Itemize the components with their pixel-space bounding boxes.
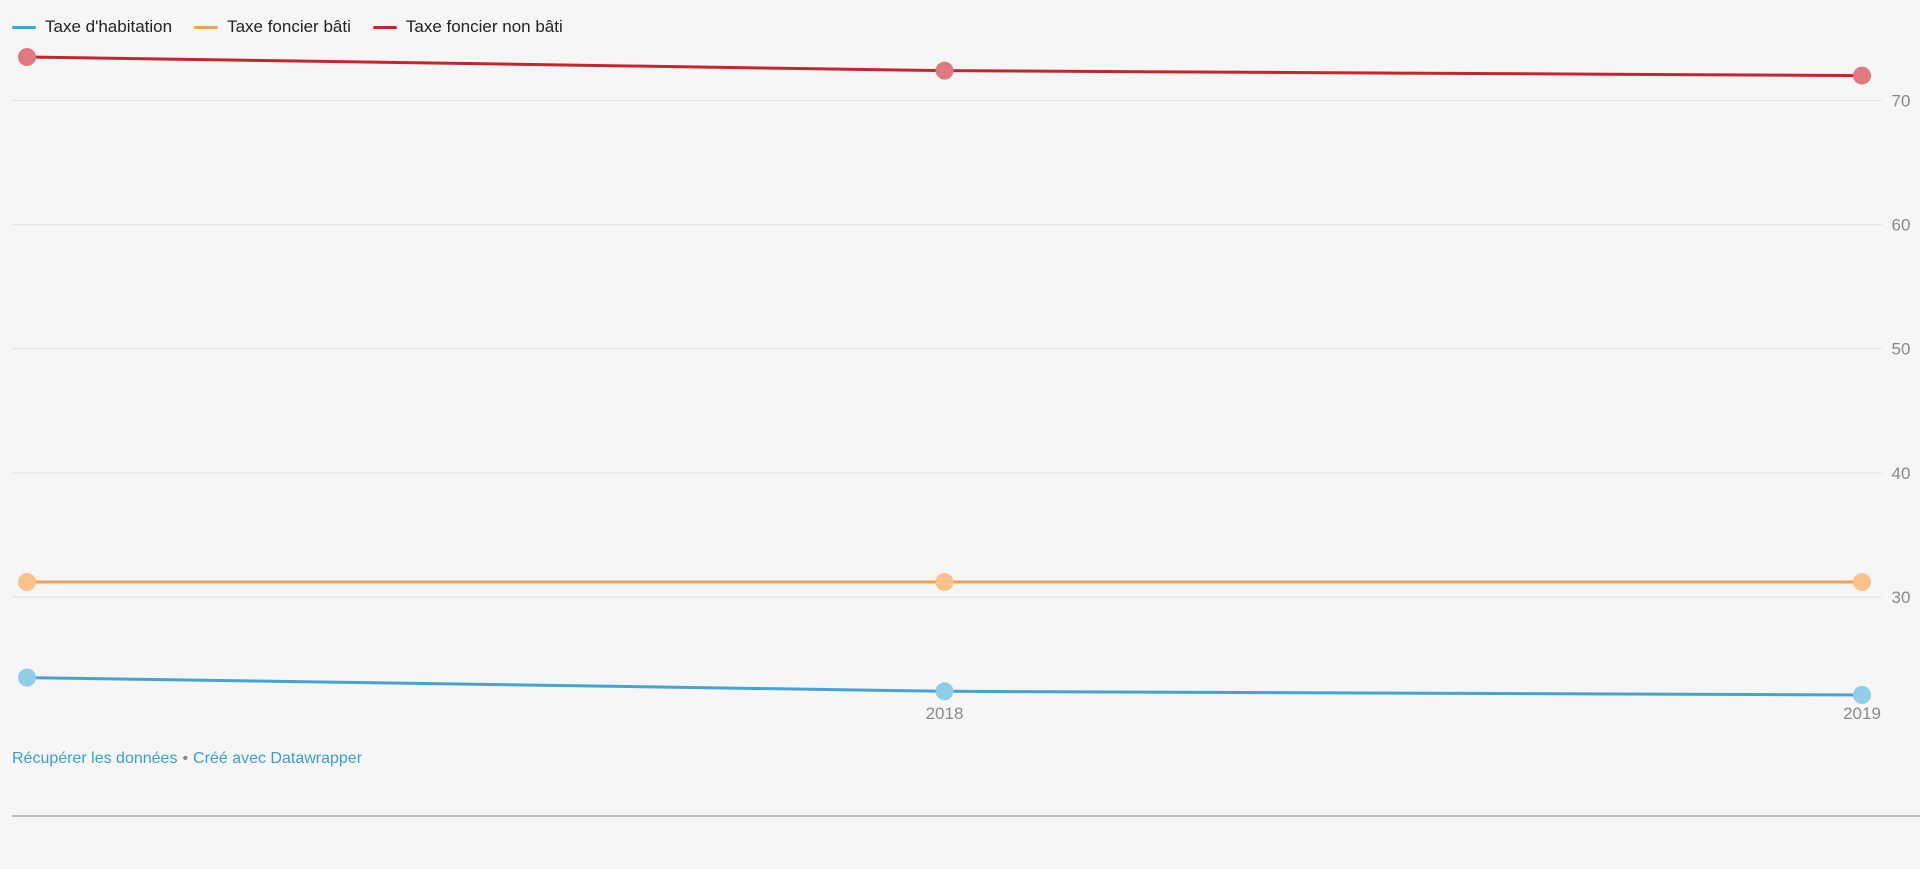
- data-point-2-2[interactable]: [1853, 66, 1871, 85]
- data-point-1-2[interactable]: [1853, 573, 1871, 592]
- legend-label-taxe-foncier-non-bati: Taxe foncier non bâti: [405, 17, 563, 36]
- legend-swatch-taxe-foncier-bati: [194, 25, 219, 29]
- legend-swatch-taxe-habitation: [12, 25, 36, 29]
- series-lines: [25, 55, 1864, 697]
- line-chart: 30 40 50 60 70 2018 2019: [12, 48, 1911, 723]
- legend-swatch-taxe-foncier-non-bati: [372, 25, 397, 29]
- data-point-2-0[interactable]: [18, 48, 36, 66]
- data-point-0-0[interactable]: [18, 668, 36, 687]
- legend-item-taxe-foncier-non-bati: Taxe foncier non bâti: [372, 17, 563, 37]
- data-point-0-2[interactable]: [1853, 686, 1871, 704]
- y-axis-labels: 30 40 50 60 70: [1892, 91, 1911, 606]
- footer-separator: •: [182, 750, 189, 767]
- y-tick-label-30: 30: [1892, 588, 1911, 607]
- chart-legend: Taxe d'habitation Taxe foncier bâti Taxe…: [12, 17, 563, 37]
- y-tick-label-40: 40: [1892, 464, 1911, 483]
- legend-item-taxe-habitation: Taxe d'habitation: [12, 17, 172, 37]
- legend-label-taxe-foncier-bati: Taxe foncier bâti: [227, 17, 351, 36]
- chart-footer: Récupérer les données • Créé avec Datawrap…: [12, 750, 362, 768]
- grid-layer: [12, 99, 1882, 598]
- y-tick-label-60: 60: [1892, 216, 1911, 235]
- legend-label-taxe-habitation: Taxe d'habitation: [45, 17, 173, 36]
- datawrapper-link[interactable]: Créé avec Datawrapper: [193, 750, 363, 767]
- x-axis-labels: 2018 2019: [926, 704, 1881, 723]
- download-data-link[interactable]: Récupérer les données: [12, 750, 178, 767]
- data-point-0-1[interactable]: [935, 682, 954, 701]
- x-tick-label-2018: 2018: [926, 704, 964, 723]
- data-point-1-0[interactable]: [18, 573, 36, 592]
- y-tick-label-50: 50: [1892, 340, 1911, 359]
- bottom-divider: [12, 815, 1920, 817]
- legend-item-taxe-foncier-bati: Taxe foncier bâti: [194, 17, 351, 37]
- data-point-2-1[interactable]: [935, 61, 954, 80]
- data-point-1-1[interactable]: [935, 573, 954, 592]
- y-tick-label-70: 70: [1892, 91, 1911, 110]
- series-points: [18, 48, 1871, 704]
- x-tick-label-2019: 2019: [1843, 704, 1881, 723]
